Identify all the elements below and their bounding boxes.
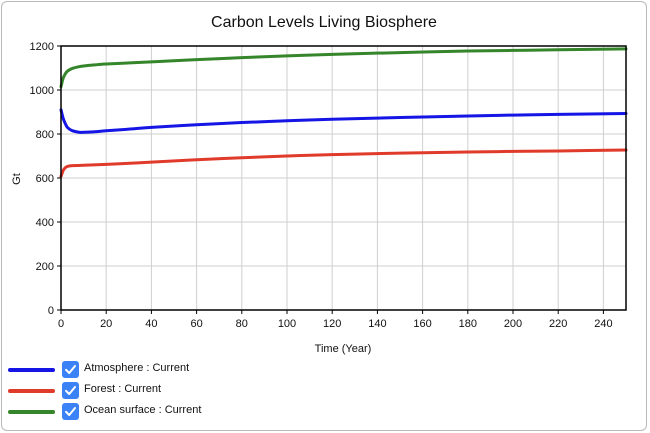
legend-label-forest: Forest : Current <box>84 383 162 395</box>
x-tick-label: 40 <box>145 318 157 330</box>
legend-swatch-ocean-surface <box>8 410 55 414</box>
series-line-forest <box>59 148 628 178</box>
legend-label-ocean-surface: Ocean surface : Current <box>84 404 202 416</box>
x-tick-label: 140 <box>368 318 386 330</box>
y-tick-label: 1000 <box>30 85 54 97</box>
x-tick-label: 220 <box>549 318 567 330</box>
legend-swatch-atmosphere <box>8 368 55 372</box>
legend-label-atmosphere: Atmosphere : Current <box>84 362 190 374</box>
series-line-atmosphere <box>59 108 628 134</box>
legend-checkbox-forest[interactable] <box>62 382 79 399</box>
series-line-ocean-surface <box>59 47 628 89</box>
x-tick-label: 20 <box>100 318 112 330</box>
series-lines <box>59 47 628 178</box>
chart-title: Carbon Levels Living Biosphere <box>211 14 437 31</box>
x-tick-label: 180 <box>459 318 477 330</box>
x-tick-label: 200 <box>504 318 522 330</box>
y-tick-label: 800 <box>36 129 54 141</box>
x-tick-label: 240 <box>594 318 612 330</box>
checkmark-icon <box>65 365 76 374</box>
y-axis-ticks: 0 200 400 600 800 1000 1200 <box>30 41 61 317</box>
x-tick-label: 120 <box>323 318 341 330</box>
x-axis-ticks: 0 20 40 60 80 100 120 140 160 180 200 220 240 <box>58 310 613 330</box>
y-tick-label: 600 <box>36 173 54 185</box>
legend-swatch-forest <box>8 389 55 393</box>
y-axis-label: Gt <box>11 173 23 185</box>
y-tick-label: 400 <box>36 217 54 229</box>
line-chart: Carbon Levels Living Biosphere 0 20 40 60 80… <box>11 14 628 355</box>
x-tick-label: 80 <box>236 318 248 330</box>
y-tick-label: 0 <box>48 305 54 317</box>
legend-checkbox-atmosphere[interactable] <box>62 361 79 378</box>
x-tick-label: 0 <box>58 318 64 330</box>
x-tick-label: 160 <box>413 318 431 330</box>
x-tick-label: 100 <box>278 318 296 330</box>
checkmark-icon <box>65 407 76 416</box>
grid <box>60 45 626 311</box>
x-axis-label: Time (Year) <box>315 343 372 355</box>
checkmark-icon <box>65 386 76 395</box>
y-tick-label: 200 <box>36 261 54 273</box>
legend-checkbox-ocean-surface[interactable] <box>62 403 79 420</box>
x-tick-label: 60 <box>190 318 202 330</box>
y-tick-label: 1200 <box>30 41 54 53</box>
